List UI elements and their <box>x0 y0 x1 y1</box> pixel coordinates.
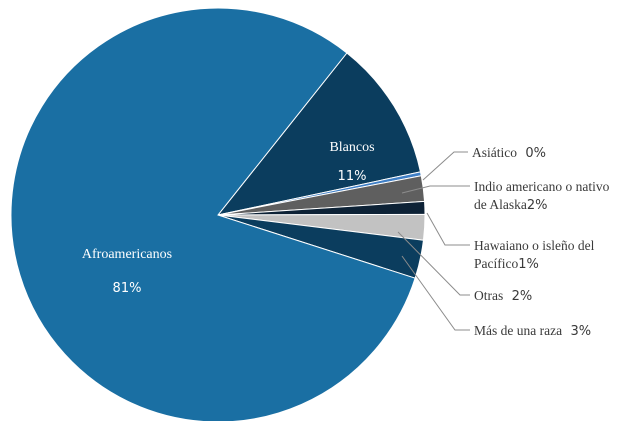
slice-label-asiatico: Asiático 0% <box>472 145 546 161</box>
pie-slices <box>10 7 426 421</box>
slice-label-hawaiano-text: Hawaiano o isleño del <box>474 238 595 253</box>
slice-label-mas-raza: Más de una raza 3% <box>474 323 591 339</box>
pie-slice-afroamericanos <box>10 7 416 421</box>
slice-label-indio: Indio americano o nativo de Alaska2% <box>474 179 613 213</box>
leader-line-hawaiano <box>426 212 470 246</box>
leader-line-asiatico <box>422 151 468 181</box>
slice-label-hawaiano: Hawaiano o isleño del Pacífico1% <box>474 238 598 272</box>
slice-label-afroamericanos: Afroamericanos <box>82 247 172 262</box>
leader-line-mas-raza <box>401 255 470 331</box>
leader-lines <box>397 151 470 331</box>
slice-pct-hawaiano: 1% <box>518 257 539 272</box>
slice-label-indio-text: Indio americano o nativo <box>474 179 610 194</box>
slice-pct-afroamericanos: 81% <box>113 281 142 296</box>
slice-pct-blancos: 11% <box>338 169 367 184</box>
slice-pct-indio: 2% <box>527 198 548 213</box>
leader-line-otras <box>397 231 470 296</box>
pie-slice-blancos <box>216 52 422 216</box>
slice-label-blancos: Blancos <box>329 140 374 155</box>
slice-label-otras: Otras 2% <box>474 288 532 304</box>
leader-line-indio <box>401 185 470 194</box>
